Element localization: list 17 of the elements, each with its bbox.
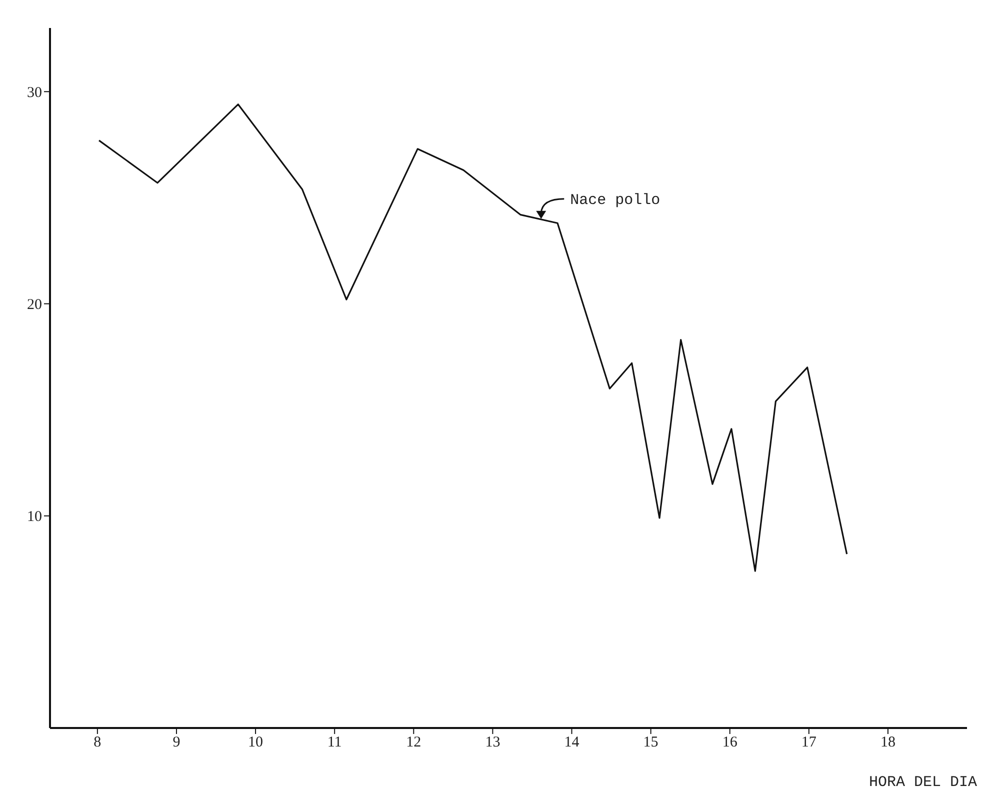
annotation: Nace pollo bbox=[570, 192, 660, 209]
line-series bbox=[98, 104, 848, 572]
y-tick-label: 20 bbox=[27, 297, 42, 314]
x-tick-label: 9 bbox=[172, 734, 180, 751]
x-tick-label: 12 bbox=[406, 734, 422, 751]
x-tick-label: 13 bbox=[485, 734, 500, 751]
x-tick-label: 10 bbox=[248, 734, 264, 751]
x-tick-label: 14 bbox=[564, 734, 580, 751]
x-tick-label: 8 bbox=[94, 734, 102, 751]
y-tick-label: 30 bbox=[27, 84, 42, 101]
x-tick-label: 18 bbox=[880, 734, 896, 751]
x-tick-label: 15 bbox=[643, 734, 658, 751]
x-tick-label: 16 bbox=[722, 734, 738, 751]
x-tick-label: 11 bbox=[327, 734, 342, 751]
x-axis-title: HORA DEL DIA bbox=[868, 774, 977, 791]
x-tick-label: 17 bbox=[801, 734, 817, 751]
y-tick-label: 10 bbox=[27, 509, 42, 526]
